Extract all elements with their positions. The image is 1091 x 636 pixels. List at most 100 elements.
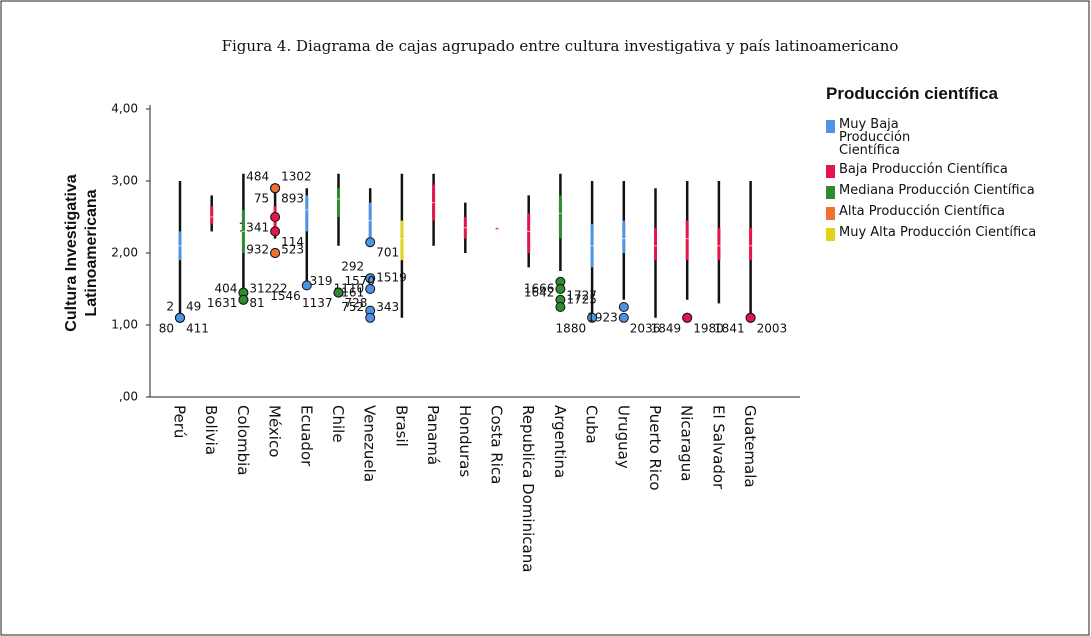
case-label: 1666 xyxy=(524,281,555,295)
case-label: 1642 xyxy=(524,285,555,299)
outlier xyxy=(365,273,376,284)
outlier xyxy=(175,312,185,323)
x-tick-label: Ecuador xyxy=(297,405,315,467)
case-label: 2036 xyxy=(630,321,661,335)
x-tick-label: Venezuela xyxy=(361,405,379,482)
case-label: 81 xyxy=(249,296,264,310)
legend-swatch xyxy=(826,165,835,178)
box xyxy=(558,195,562,239)
outlier xyxy=(270,248,281,258)
x-tick-label: Argentina xyxy=(551,405,569,478)
outlier xyxy=(238,294,249,305)
case-label: 1880 xyxy=(556,321,587,335)
legend-item: Alta Producción Científica xyxy=(826,205,1066,220)
box xyxy=(717,227,721,261)
case-label: 292 xyxy=(341,260,364,274)
case-label: 1725 xyxy=(566,293,597,307)
x-tick-label: Panamá xyxy=(424,405,442,465)
case-label: 1980 xyxy=(693,321,724,335)
outlier xyxy=(365,312,376,323)
outlier xyxy=(301,280,312,291)
y-axis-label: Latinoamericana xyxy=(83,189,100,316)
case-label: 1302 xyxy=(281,170,312,184)
x-tick-label: Honduras xyxy=(456,405,474,477)
x-tick-label: Guatemala xyxy=(741,405,759,488)
legend-swatch xyxy=(826,120,835,133)
legend-label: Baja Producción Científica xyxy=(839,162,1008,177)
case-label: 1727 xyxy=(566,289,597,303)
x-tick-label: Puerto Rico xyxy=(646,405,664,491)
y-tick-label: ,00 xyxy=(119,390,138,404)
legend-item: Muy Baja Producción Científica xyxy=(826,118,1066,157)
y-tick-label: 4,00 xyxy=(111,102,138,116)
case-label: 31222 xyxy=(249,281,287,295)
case-label: 1570 xyxy=(345,274,376,288)
case-label: 701 xyxy=(376,246,399,260)
outlier xyxy=(555,302,566,312)
legend-swatch xyxy=(826,228,835,241)
chart-title: Figura 4. Diagrama de cajas agrupado ent… xyxy=(222,37,899,55)
case-label: 2003 xyxy=(757,321,788,335)
case-label: 1923 xyxy=(587,311,618,325)
legend-item: Baja Producción Científica xyxy=(826,163,1066,178)
outlier xyxy=(270,226,281,237)
legend-item: Muy Alta Producción Científica xyxy=(826,226,1066,241)
box xyxy=(210,206,214,225)
case-label: 1137 xyxy=(302,296,333,310)
case-label: 49 xyxy=(186,299,201,313)
case-label: 1631 xyxy=(207,296,238,310)
outlier xyxy=(618,312,629,323)
outlier xyxy=(618,302,629,312)
y-tick-label: 2,00 xyxy=(111,246,138,260)
x-tick-label: México xyxy=(266,405,284,457)
case-label: 1341 xyxy=(239,221,270,235)
box xyxy=(685,220,689,261)
x-tick-label: Bolivia xyxy=(202,405,220,455)
case-label: 319 xyxy=(310,274,333,288)
x-tick-label: Costa Rica xyxy=(488,405,506,484)
x-tick-label: Colombia xyxy=(234,405,252,476)
box xyxy=(495,227,499,230)
box xyxy=(622,220,626,253)
case-label: 2 xyxy=(166,299,174,313)
case-label: 932 xyxy=(246,243,269,257)
case-label: 114 xyxy=(281,235,304,249)
case-label: 1519 xyxy=(376,271,407,285)
x-tick-label: Cuba xyxy=(583,405,601,444)
box xyxy=(400,220,404,261)
x-tick-label: El Salvador xyxy=(709,405,727,490)
y-axis-label: Cultura Investigativa xyxy=(63,174,80,331)
case-label: 728 xyxy=(345,296,368,310)
case-label: 404 xyxy=(214,281,237,295)
case-label: 484 xyxy=(246,170,269,184)
x-tick-label: Uruguay xyxy=(614,405,632,469)
outlier xyxy=(333,287,344,298)
case-label: 523 xyxy=(281,243,304,257)
legend-title: Producción científica xyxy=(826,84,998,103)
x-tick-label: Chile xyxy=(329,405,347,443)
y-tick-label: 1,00 xyxy=(111,318,138,332)
x-tick-label: Perú xyxy=(171,405,189,438)
case-label: 893 xyxy=(281,192,304,206)
box xyxy=(654,227,657,261)
legend: Producción científica Muy Baja Producció… xyxy=(826,84,1066,247)
outlier xyxy=(270,212,281,222)
case-label: 1841 xyxy=(714,321,745,335)
case-label: 1849 xyxy=(651,321,682,335)
box xyxy=(305,195,309,232)
legend-label: Mediana Producción Científica xyxy=(839,183,1035,198)
x-tick-label: Nicaragua xyxy=(678,405,696,481)
case-label: 1546 xyxy=(270,289,301,303)
y-tick-label: 3,00 xyxy=(111,174,138,188)
x-tick-label: Republica Dominicana xyxy=(519,405,537,572)
x-tick-label: Brasil xyxy=(392,405,410,447)
case-label: 411 xyxy=(186,321,209,335)
case-label: 80 xyxy=(159,321,174,335)
outlier xyxy=(365,284,376,294)
outlier xyxy=(555,284,566,294)
outlier xyxy=(270,183,281,194)
box xyxy=(527,213,531,253)
